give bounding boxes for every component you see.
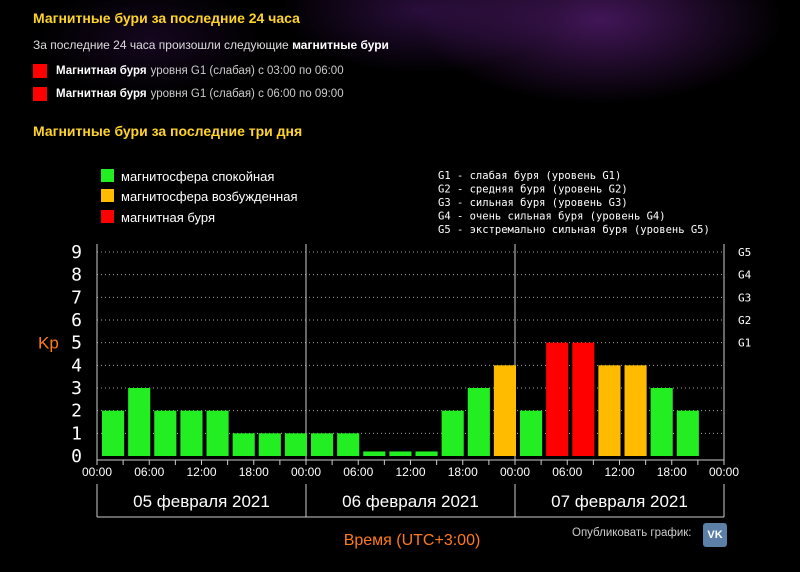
x-tick-label: 18:00 — [448, 465, 478, 479]
y-tick-label: 2 — [71, 401, 82, 422]
storm-item: Магнитная буря уровня G1 (слабая) с 03:0… — [33, 63, 344, 79]
bar — [206, 410, 229, 456]
x-axis-label: Время (UTC+3:00) — [344, 532, 481, 549]
x-tick-label: 12:00 — [186, 465, 216, 479]
bar — [389, 451, 412, 456]
y-tick-label: 3 — [71, 378, 82, 399]
bar — [493, 365, 516, 456]
g-legend-item: G2 - средняя буря (уровень G2) — [438, 184, 628, 196]
storm-text: уровня G1 (слабая) с 06:00 по 09:00 — [150, 88, 344, 100]
bar — [467, 388, 490, 456]
vk-share-button[interactable]: VK — [703, 523, 727, 547]
x-tick-label: 00:00 — [709, 465, 739, 479]
y-tick-label: 6 — [71, 310, 82, 331]
subtitle-bold: магнитные бури — [292, 38, 389, 52]
x-tick-label: 18:00 — [239, 465, 269, 479]
bar — [650, 388, 673, 456]
bar — [415, 451, 438, 456]
bar — [624, 365, 647, 456]
bar — [598, 365, 621, 456]
bar — [572, 342, 595, 456]
bar — [441, 410, 464, 456]
y-axis-label: Kp — [38, 334, 59, 353]
bar — [102, 410, 125, 456]
x-tick-label: 06:00 — [552, 465, 582, 479]
bar — [337, 433, 360, 456]
bar — [676, 410, 699, 456]
x-tick-label: 00:00 — [500, 465, 530, 479]
vk-icon: VK — [707, 529, 723, 541]
storm-label: Магнитная буря — [56, 65, 147, 77]
day-label: 07 февраля 2021 — [551, 492, 688, 511]
storm-label: Магнитная буря — [56, 88, 147, 100]
legend-swatch — [101, 210, 114, 223]
subtitle-prefix: За последние 24 часа произошли следующие — [33, 38, 289, 52]
x-tick-label: 18:00 — [657, 465, 687, 479]
legend-label: магнитосфера возбужденная — [121, 189, 298, 204]
y-tick-label: 1 — [71, 423, 82, 444]
day-label: 05 февраля 2021 — [133, 492, 270, 511]
legend-swatch — [101, 189, 114, 202]
g-tick-label: G2 — [738, 314, 751, 327]
x-tick-label: 12:00 — [395, 465, 425, 479]
g-legend-item: G5 - экстремально сильная буря (уровень … — [438, 224, 710, 236]
g-tick-label: G4 — [738, 269, 752, 282]
bar — [311, 433, 334, 456]
share-label: Опубликовать график: — [572, 527, 692, 539]
bar — [180, 410, 203, 456]
bar — [154, 410, 177, 456]
bar — [546, 342, 569, 456]
legend-label: магнитосфера спокойная — [121, 169, 274, 184]
storm-item: Магнитная буря уровня G1 (слабая) с 06:0… — [33, 86, 344, 102]
x-tick-label: 06:00 — [343, 465, 373, 479]
g-tick-label: G3 — [738, 291, 751, 304]
g-legend-item: G3 - сильная буря (уровень G3) — [438, 197, 628, 209]
y-tick-label: 7 — [71, 287, 82, 308]
g-tick-label: G5 — [738, 246, 751, 259]
bar — [363, 451, 386, 456]
bar — [232, 433, 255, 456]
legend-label: магнитная буря — [121, 210, 215, 225]
g-legend-item: G4 - очень сильная буря (уровень G4) — [438, 211, 666, 223]
title-3d: Магнитные бури за последние три дня — [33, 123, 303, 139]
bar — [284, 433, 307, 456]
y-tick-label: 0 — [71, 446, 82, 467]
title-24h: Магнитные бури за последние 24 часа — [33, 10, 300, 26]
day-label: 06 февраля 2021 — [342, 492, 479, 511]
y-tick-label: 4 — [71, 355, 82, 376]
y-tick-label: 9 — [71, 242, 82, 263]
g-tick-label: G1 — [738, 337, 751, 350]
y-tick-label: 5 — [71, 333, 82, 354]
storm-text: уровня G1 (слабая) с 03:00 по 06:00 — [150, 65, 344, 77]
x-tick-label: 00:00 — [291, 465, 321, 479]
legend-swatch — [101, 169, 114, 182]
g-legend-item: G1 - слабая буря (уровень G1) — [438, 170, 621, 182]
x-tick-label: 06:00 — [134, 465, 164, 479]
bar — [258, 433, 281, 456]
y-tick-label: 8 — [71, 265, 82, 286]
x-tick-label: 00:00 — [82, 465, 112, 479]
storm-color-square — [33, 87, 47, 101]
x-tick-label: 12:00 — [604, 465, 634, 479]
storm-color-square — [33, 64, 47, 78]
bar — [128, 388, 151, 456]
bar — [520, 410, 543, 456]
subtitle: За последние 24 часа произошли следующие… — [33, 38, 389, 52]
